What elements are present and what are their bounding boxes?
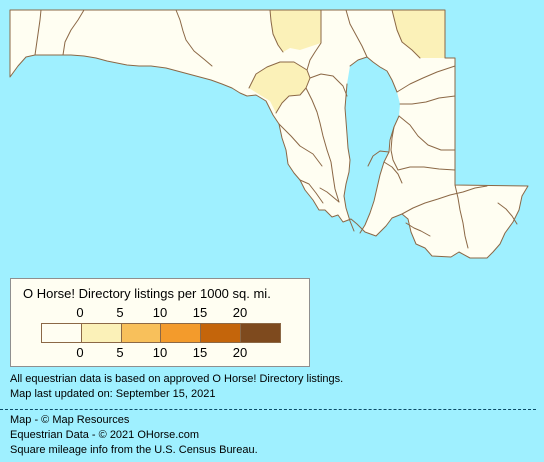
maryland-land-fill <box>10 10 528 258</box>
tidal-shoreline-east <box>359 115 400 234</box>
legend-panel: O Horse! Directory listings per 1000 sq.… <box>10 278 310 367</box>
inlet-nanticoke <box>383 161 403 184</box>
county-boundary-caroline <box>398 115 456 151</box>
cecil-highlight <box>392 10 445 58</box>
legend-top-label: 15 <box>192 305 208 320</box>
allegany-washington-highlight <box>270 10 321 52</box>
inlet-patuxent <box>319 187 340 203</box>
inlet-eastern-creeks <box>405 222 431 237</box>
county-boundary-talbot-dorchester <box>390 126 399 171</box>
maryland-outline <box>9 9 529 259</box>
county-boundary-garrett-allegany <box>34 9 42 56</box>
county-boundary-howard-anne-arundel <box>309 73 348 97</box>
maryland-county-map <box>9 9 529 259</box>
county-boundary-prince-georges <box>305 87 328 151</box>
legend-top-label: 10 <box>152 305 168 320</box>
county-boundary-dorchester-wicomico <box>397 166 456 171</box>
inlet-coastal-bays <box>497 202 518 225</box>
legend-color-scale <box>41 323 281 343</box>
inlet-potomac <box>299 179 324 204</box>
legend-bottom-label: 10 <box>152 345 168 360</box>
census-credit: Square mileage info from the U.S. Census… <box>10 444 258 456</box>
chesapeake-bay-water <box>344 57 400 233</box>
county-boundary-queen-annes <box>399 95 456 105</box>
legend-swatch-4 <box>201 324 242 342</box>
county-boundary-calvert-stmarys <box>326 149 340 203</box>
county-boundary-baltimore-harford <box>345 9 368 58</box>
tidal-shoreline-upper-bay <box>349 56 398 93</box>
legend-top-label: 5 <box>116 305 124 320</box>
legend-bottom-label: 0 <box>76 345 84 360</box>
legend-swatch-3 <box>161 324 202 342</box>
legend-title: O Horse! Directory listings per 1000 sq.… <box>23 286 271 301</box>
county-boundary-allegany-washington <box>62 9 85 56</box>
county-boundary-frederick-carroll <box>269 9 284 53</box>
county-boundary-carroll-baltimore <box>306 9 322 71</box>
legend-swatch-1 <box>81 324 122 342</box>
tidal-shoreline-west <box>343 83 355 232</box>
county-boundary-charles <box>278 123 323 167</box>
legend-top-label: 0 <box>76 305 84 320</box>
montgomery-highlight <box>249 62 310 113</box>
legend-bottom-label: 15 <box>192 345 208 360</box>
legend-bottom-label: 20 <box>232 345 248 360</box>
county-boundary-montgomery <box>248 61 311 114</box>
legend-top-label: 20 <box>232 305 248 320</box>
section-divider <box>0 409 536 410</box>
county-boundary-wicomico-somerset <box>401 185 488 215</box>
legend-swatch-5 <box>241 324 280 342</box>
map-credit: Map - © Map Resources <box>10 414 130 426</box>
county-boundary-worcester <box>454 184 469 249</box>
county-boundary-harford-cecil <box>391 9 421 59</box>
legend-swatch-2 <box>121 324 162 342</box>
county-boundary-kent <box>396 65 456 93</box>
legend-bottom-label: 5 <box>116 345 124 360</box>
data-note: All equestrian data is based on approved… <box>10 373 344 385</box>
inlet-choptank <box>367 150 390 167</box>
legend-swatch-0 <box>42 324 82 342</box>
county-boundary-washington-frederick <box>175 9 213 67</box>
updated-note: Map last updated on: September 15, 2021 <box>10 388 216 400</box>
equestrian-data-credit: Equestrian Data - © 2021 OHorse.com <box>10 429 200 441</box>
